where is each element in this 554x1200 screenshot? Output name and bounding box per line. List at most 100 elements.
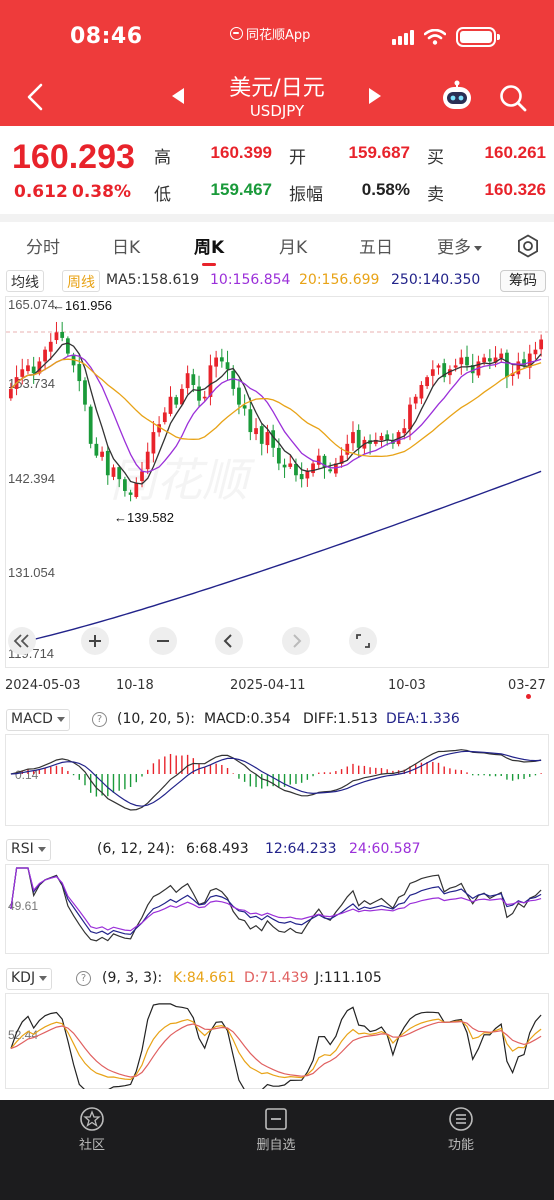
candle-body [413, 396, 418, 404]
candle-body [174, 397, 179, 405]
tab-daily-k[interactable]: 日K [112, 238, 141, 258]
latest-date-marker [526, 694, 531, 699]
macd-dea-value: DEA:1.336 [386, 711, 460, 727]
help-icon[interactable]: ? [76, 971, 91, 986]
candle-body [311, 463, 315, 474]
ma-lines-group [10, 342, 542, 645]
zoom-in-button[interactable] [81, 627, 109, 655]
app-logo-icon [230, 27, 243, 40]
scroll-right-button[interactable] [282, 627, 310, 655]
scroll-left-button[interactable] [215, 627, 243, 655]
tab-more[interactable]: 更多 [437, 233, 482, 258]
candle-body [487, 358, 492, 362]
candle-body [419, 384, 424, 399]
robot-assistant-icon[interactable] [440, 80, 474, 112]
candle-body [20, 369, 25, 377]
candle-body [288, 463, 293, 467]
nav-functions[interactable]: 功能 [421, 1106, 501, 1153]
candle-body [453, 365, 458, 368]
signal-icon [392, 29, 414, 45]
low-value: 159.467 [210, 180, 272, 199]
candle-body [408, 404, 412, 430]
date-label: 03-27 [508, 678, 546, 693]
nav-remove-watchlist[interactable]: 删自选 [236, 1106, 316, 1153]
next-symbol-button[interactable] [369, 88, 381, 104]
candle-body [191, 374, 196, 385]
candle-body [282, 464, 287, 468]
ma10-value: 10:156.854 [210, 272, 291, 288]
candle-body [442, 363, 447, 378]
wifi-icon [424, 29, 446, 45]
tab-weekly-k[interactable]: 周K [194, 238, 225, 258]
indicator-type-dropdown[interactable]: 均线 [6, 270, 44, 292]
community-star-icon [80, 1107, 104, 1131]
candle-body [522, 359, 526, 366]
candle-body [151, 432, 156, 454]
prev-symbol-button[interactable] [172, 88, 184, 104]
kdj-header: KDJ ? (9, 3, 3): K:84.661 D:71.439 J:111… [0, 968, 554, 990]
candle-body [379, 436, 384, 441]
kdj-name: KDJ [11, 970, 36, 986]
nav-community[interactable]: 社区 [52, 1106, 132, 1153]
expand-left-icon[interactable] [8, 627, 36, 655]
high-value: 160.399 [210, 143, 272, 162]
kdj-indicator-dropdown[interactable]: KDJ [6, 968, 53, 990]
price-change: 0.612 [14, 182, 68, 202]
candle-body [105, 450, 110, 476]
macd-chart: 0.14 [10, 749, 542, 811]
period-dropdown[interactable]: 周线 [62, 270, 100, 292]
candle-body [111, 467, 116, 477]
bid-label: 买 [427, 148, 444, 168]
ma250-value: 250:140.350 [391, 272, 481, 288]
search-icon[interactable] [498, 83, 528, 113]
rsi-params: (6, 12, 24): [97, 841, 175, 857]
candle-body [271, 430, 276, 448]
candle-body [493, 357, 498, 363]
price-axis-label: 142.394 [8, 471, 55, 486]
candlestick-chart[interactable]: 同花顺 165.074 153.734 142.394 131.054 119.… [0, 296, 554, 668]
amplitude-label: 振幅 [289, 185, 323, 205]
candle-body [168, 396, 173, 414]
ma5-line [10, 342, 542, 485]
candle-body [333, 463, 338, 474]
help-icon[interactable]: ? [92, 712, 107, 727]
nav-functions-label: 功能 [447, 1138, 474, 1153]
rsi24-line [10, 867, 542, 932]
chips-button[interactable]: 筹码 [500, 270, 546, 292]
rsi-chart: 49.61 [8, 867, 542, 942]
amplitude-value: 0.58% [361, 180, 410, 199]
candle-body [533, 349, 538, 355]
rsi-indicator-dropdown[interactable]: RSI [6, 839, 51, 861]
candle-body [225, 362, 230, 370]
macd-diff-value: DIFF:1.513 [303, 711, 378, 727]
status-app-label: 同花顺App [246, 28, 311, 43]
zoom-out-button[interactable] [149, 627, 177, 655]
candles-group [8, 321, 544, 502]
price-change-pct: 0.38% [72, 182, 131, 202]
macd-value: MACD:0.354 [204, 711, 291, 727]
tab-monthly-k[interactable]: 月K [279, 238, 308, 258]
rsi-frame [5, 864, 549, 954]
macd-indicator-dropdown[interactable]: MACD [6, 709, 70, 731]
date-label: 10-03 [388, 678, 426, 693]
status-app-name: 同花顺App [230, 24, 310, 43]
reset-view-button[interactable] [349, 627, 377, 655]
back-button[interactable] [22, 82, 48, 112]
tab-intraday[interactable]: 分时 [26, 238, 60, 258]
date-label: 10-18 [116, 678, 154, 693]
tab-five-day[interactable]: 五日 [359, 238, 393, 258]
high-annotation: ←161.956 [52, 298, 112, 313]
candle-body [430, 369, 435, 376]
candle-body [94, 443, 99, 456]
candle-body [316, 455, 321, 465]
open-value: 159.687 [348, 143, 410, 162]
candle-body [527, 353, 532, 368]
rsi12-line [10, 867, 542, 936]
caret-down-icon [56, 716, 65, 722]
candle-body [248, 409, 253, 433]
candle-body [482, 357, 487, 363]
last-price: 160.293 [12, 138, 135, 176]
ma20-line [10, 358, 542, 458]
main-chart-frame [5, 296, 549, 668]
gear-icon[interactable] [516, 234, 540, 258]
